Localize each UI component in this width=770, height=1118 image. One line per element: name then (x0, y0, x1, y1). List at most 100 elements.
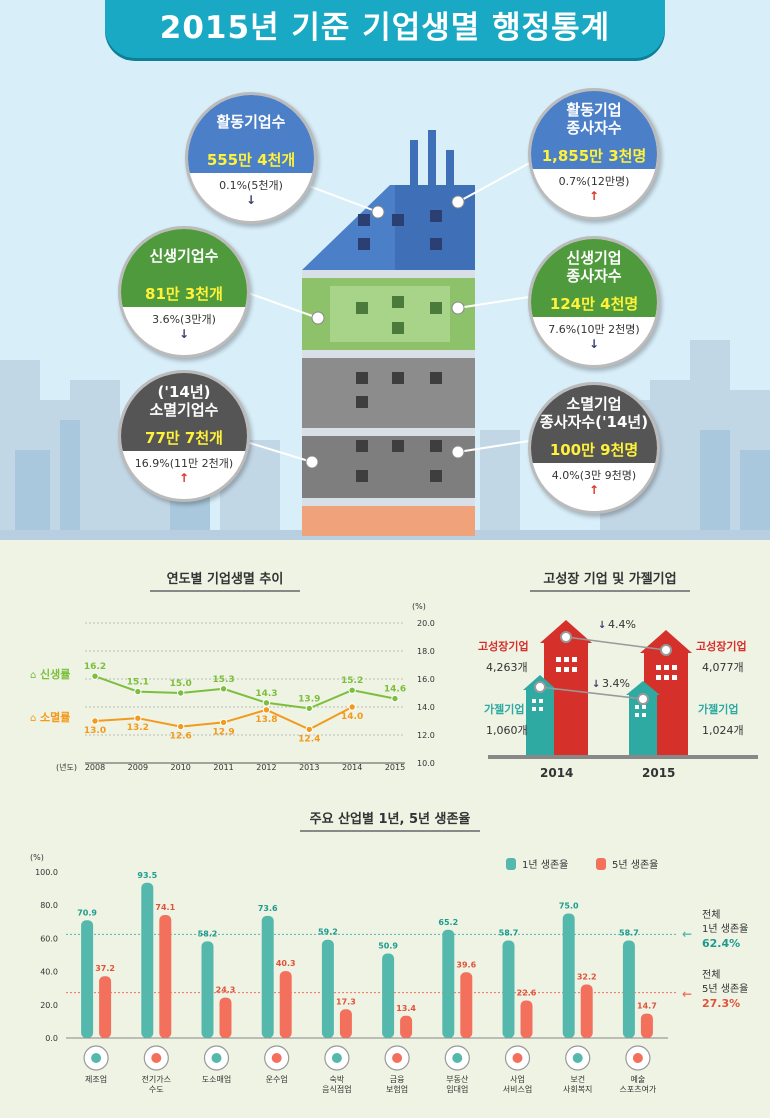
bar-1y-label: 50.9 (378, 942, 398, 951)
death-legend-label: 소멸률 (40, 710, 70, 724)
industry-label: 숙박 (330, 1074, 345, 1084)
industry-label: 사회복지 (563, 1085, 592, 1094)
bubble-change: 7.6%(10만 2천명) (548, 323, 640, 336)
page-title: 2015년 기준 기업생멸 행정통계 (105, 0, 665, 58)
high-value-2014: 4,263개 (486, 661, 528, 674)
bar-5y-label: 22.6 (517, 988, 537, 997)
birth-rate-label: 16.2 (84, 662, 106, 672)
bar-1y-label: 75.0 (559, 902, 579, 911)
bubble-value: 81만 3천개 (121, 283, 247, 307)
arrow-up-icon: ↑ (588, 189, 600, 203)
death-rate-label: 12.6 (170, 732, 192, 742)
icon-dot (271, 1053, 282, 1063)
legend-5y: 5년 생존율 (596, 858, 658, 871)
icon-dot (151, 1053, 162, 1063)
total-5y-annotation: ← 전체 5년 생존율 27.3% (682, 969, 748, 1010)
trend-x-tick: 2008 (85, 763, 105, 772)
icon-dot (331, 1053, 342, 1063)
high-change: 4.4% (608, 618, 636, 631)
bubble-value: 100만 9천명 (531, 439, 657, 463)
birth-legend: ⌂ 신생률 (30, 667, 70, 681)
industry-label: 서비스업 (503, 1085, 532, 1094)
industry-label: 예술 (631, 1074, 646, 1084)
bar-5y (580, 984, 593, 1038)
bubble-active-employees: 활동기업 종사자수 1,855만 3천명 0.7%(12만명) ↑ (528, 88, 660, 220)
industry-label: 제조업 (85, 1075, 107, 1084)
trend-y-tick: 18.0 (417, 647, 435, 656)
bubble-value: 77만 7천개 (121, 427, 247, 451)
bubble-value: 1,855만 3천명 (531, 145, 657, 169)
icon-dot (211, 1053, 222, 1063)
arrow-down-icon: ↓ (598, 620, 606, 631)
survival-y-tick: 0.0 (45, 1034, 58, 1043)
growth-title: 고성장 기업 및 가젤기업 (530, 568, 690, 592)
arrow-up-icon: ↑ (178, 471, 190, 485)
death-rate-label: 12.9 (212, 727, 234, 737)
icon-dot (572, 1053, 583, 1063)
arrow-down-icon: ↓ (588, 337, 600, 351)
bar-5y (640, 1013, 653, 1038)
gazelle-building-2015 (626, 681, 660, 755)
death-rate-label: 13.2 (127, 723, 149, 733)
total-5y-label-1: 전체 (702, 969, 720, 981)
death-rate-point (219, 718, 228, 727)
arrow-up-icon: ↑ (588, 483, 600, 497)
bar-1y (622, 940, 635, 1038)
house-icon: ⌂ (30, 670, 36, 681)
birth-rate-label: 14.3 (255, 689, 277, 699)
industry-label: 보건 (570, 1074, 585, 1084)
growth-chart: ↓ 4.4% ↓ 3.4% 고성장기업 4,263개 가젤기업 1,060개 고… (478, 618, 758, 780)
birth-rate-point (305, 704, 313, 713)
trend-title: 연도별 기업생멸 추이 (150, 568, 300, 592)
legend-1y-label: 1년 생존율 (522, 859, 568, 871)
bar-1y (502, 940, 515, 1038)
icon-dot (452, 1053, 463, 1063)
trend-unit: (%) (412, 602, 426, 611)
industry-label: 금융 (390, 1075, 405, 1084)
bar-1y-label: 59.2 (318, 928, 338, 937)
bar-5y (279, 971, 292, 1038)
bar-5y (159, 914, 172, 1038)
survival-y-tick: 100.0 (35, 868, 58, 877)
bar-1y-label: 58.7 (619, 929, 639, 938)
gazelle-label-2014: 가젤기업 (484, 702, 524, 716)
bubble-change: 16.9%(11만 2천개) (134, 457, 234, 470)
trend-x-tick: 2014 (342, 763, 362, 772)
industry-label: 음식점업 (322, 1084, 351, 1094)
bar-5y-label: 13.4 (396, 1004, 416, 1013)
birth-rate-point (91, 672, 99, 680)
high-value-2015: 4,077개 (702, 661, 744, 674)
trend-year-label: (년도) (56, 762, 77, 772)
bar-1y (141, 882, 154, 1038)
high-label-2014: 고성장기업 (478, 639, 529, 653)
bubble-change: 0.7%(12만명) (558, 175, 630, 188)
icon-dot (632, 1053, 643, 1063)
bar-5y (460, 972, 473, 1038)
bar-5y-label: 32.2 (577, 973, 597, 982)
bar-1y-label: 58.2 (198, 929, 218, 938)
bar-5y-label: 24.3 (216, 986, 236, 995)
bar-1y (382, 953, 395, 1038)
bubble-closed-firms: ('14년) 소멸기업수 77만 7천개 16.9%(11만 2천개) ↑ (118, 370, 250, 502)
arrow-left-icon: ← (682, 987, 692, 1001)
birth-rate-label: 15.2 (341, 676, 363, 686)
bubble-value: 124만 4천명 (531, 293, 657, 317)
bubble-change: 3.6%(3만개) (152, 313, 216, 326)
trend-x-tick: 2015 (385, 763, 405, 772)
bar-1y (562, 913, 575, 1038)
survival-y-tick: 20.0 (40, 1001, 58, 1010)
trend-x-tick: 2012 (256, 763, 276, 772)
trend-y-tick: 16.0 (417, 675, 435, 684)
total-1y-value: 62.4% (702, 937, 740, 950)
survival-y-tick: 40.0 (40, 968, 58, 977)
bubble-new-firms: 신생기업수 81만 3천개 3.6%(3만개) ↓ (118, 226, 250, 358)
bar-1y (81, 920, 94, 1038)
total-5y-value: 27.3% (702, 997, 740, 1010)
bar-1y (442, 929, 455, 1038)
death-rate-point (262, 706, 271, 714)
